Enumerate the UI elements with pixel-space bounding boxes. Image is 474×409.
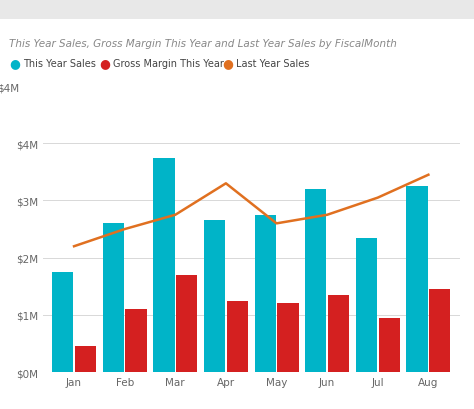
Text: ●: ● (100, 57, 110, 70)
Bar (328, 295, 349, 372)
Bar (103, 224, 124, 372)
Text: Last Year Sales: Last Year Sales (236, 58, 310, 68)
Bar (255, 215, 276, 372)
Bar (153, 158, 174, 372)
Bar (126, 310, 146, 372)
Text: ●: ● (223, 57, 234, 70)
Bar (52, 272, 73, 372)
Text: Gross Margin This Year: Gross Margin This Year (113, 58, 224, 68)
Text: $4M: $4M (0, 83, 19, 93)
Bar (356, 238, 377, 372)
Bar (227, 301, 248, 372)
Bar (406, 187, 428, 372)
Text: This Year Sales, Gross Margin This Year and Last Year Sales by FiscalMonth: This Year Sales, Gross Margin This Year … (9, 39, 397, 49)
Text: This Year Sales: This Year Sales (23, 58, 96, 68)
Bar (277, 304, 299, 372)
Bar (379, 318, 400, 372)
Bar (176, 275, 197, 372)
Bar (429, 290, 450, 372)
Text: ●: ● (9, 57, 20, 70)
Bar (204, 221, 225, 372)
Bar (75, 346, 96, 372)
Bar (305, 189, 327, 372)
